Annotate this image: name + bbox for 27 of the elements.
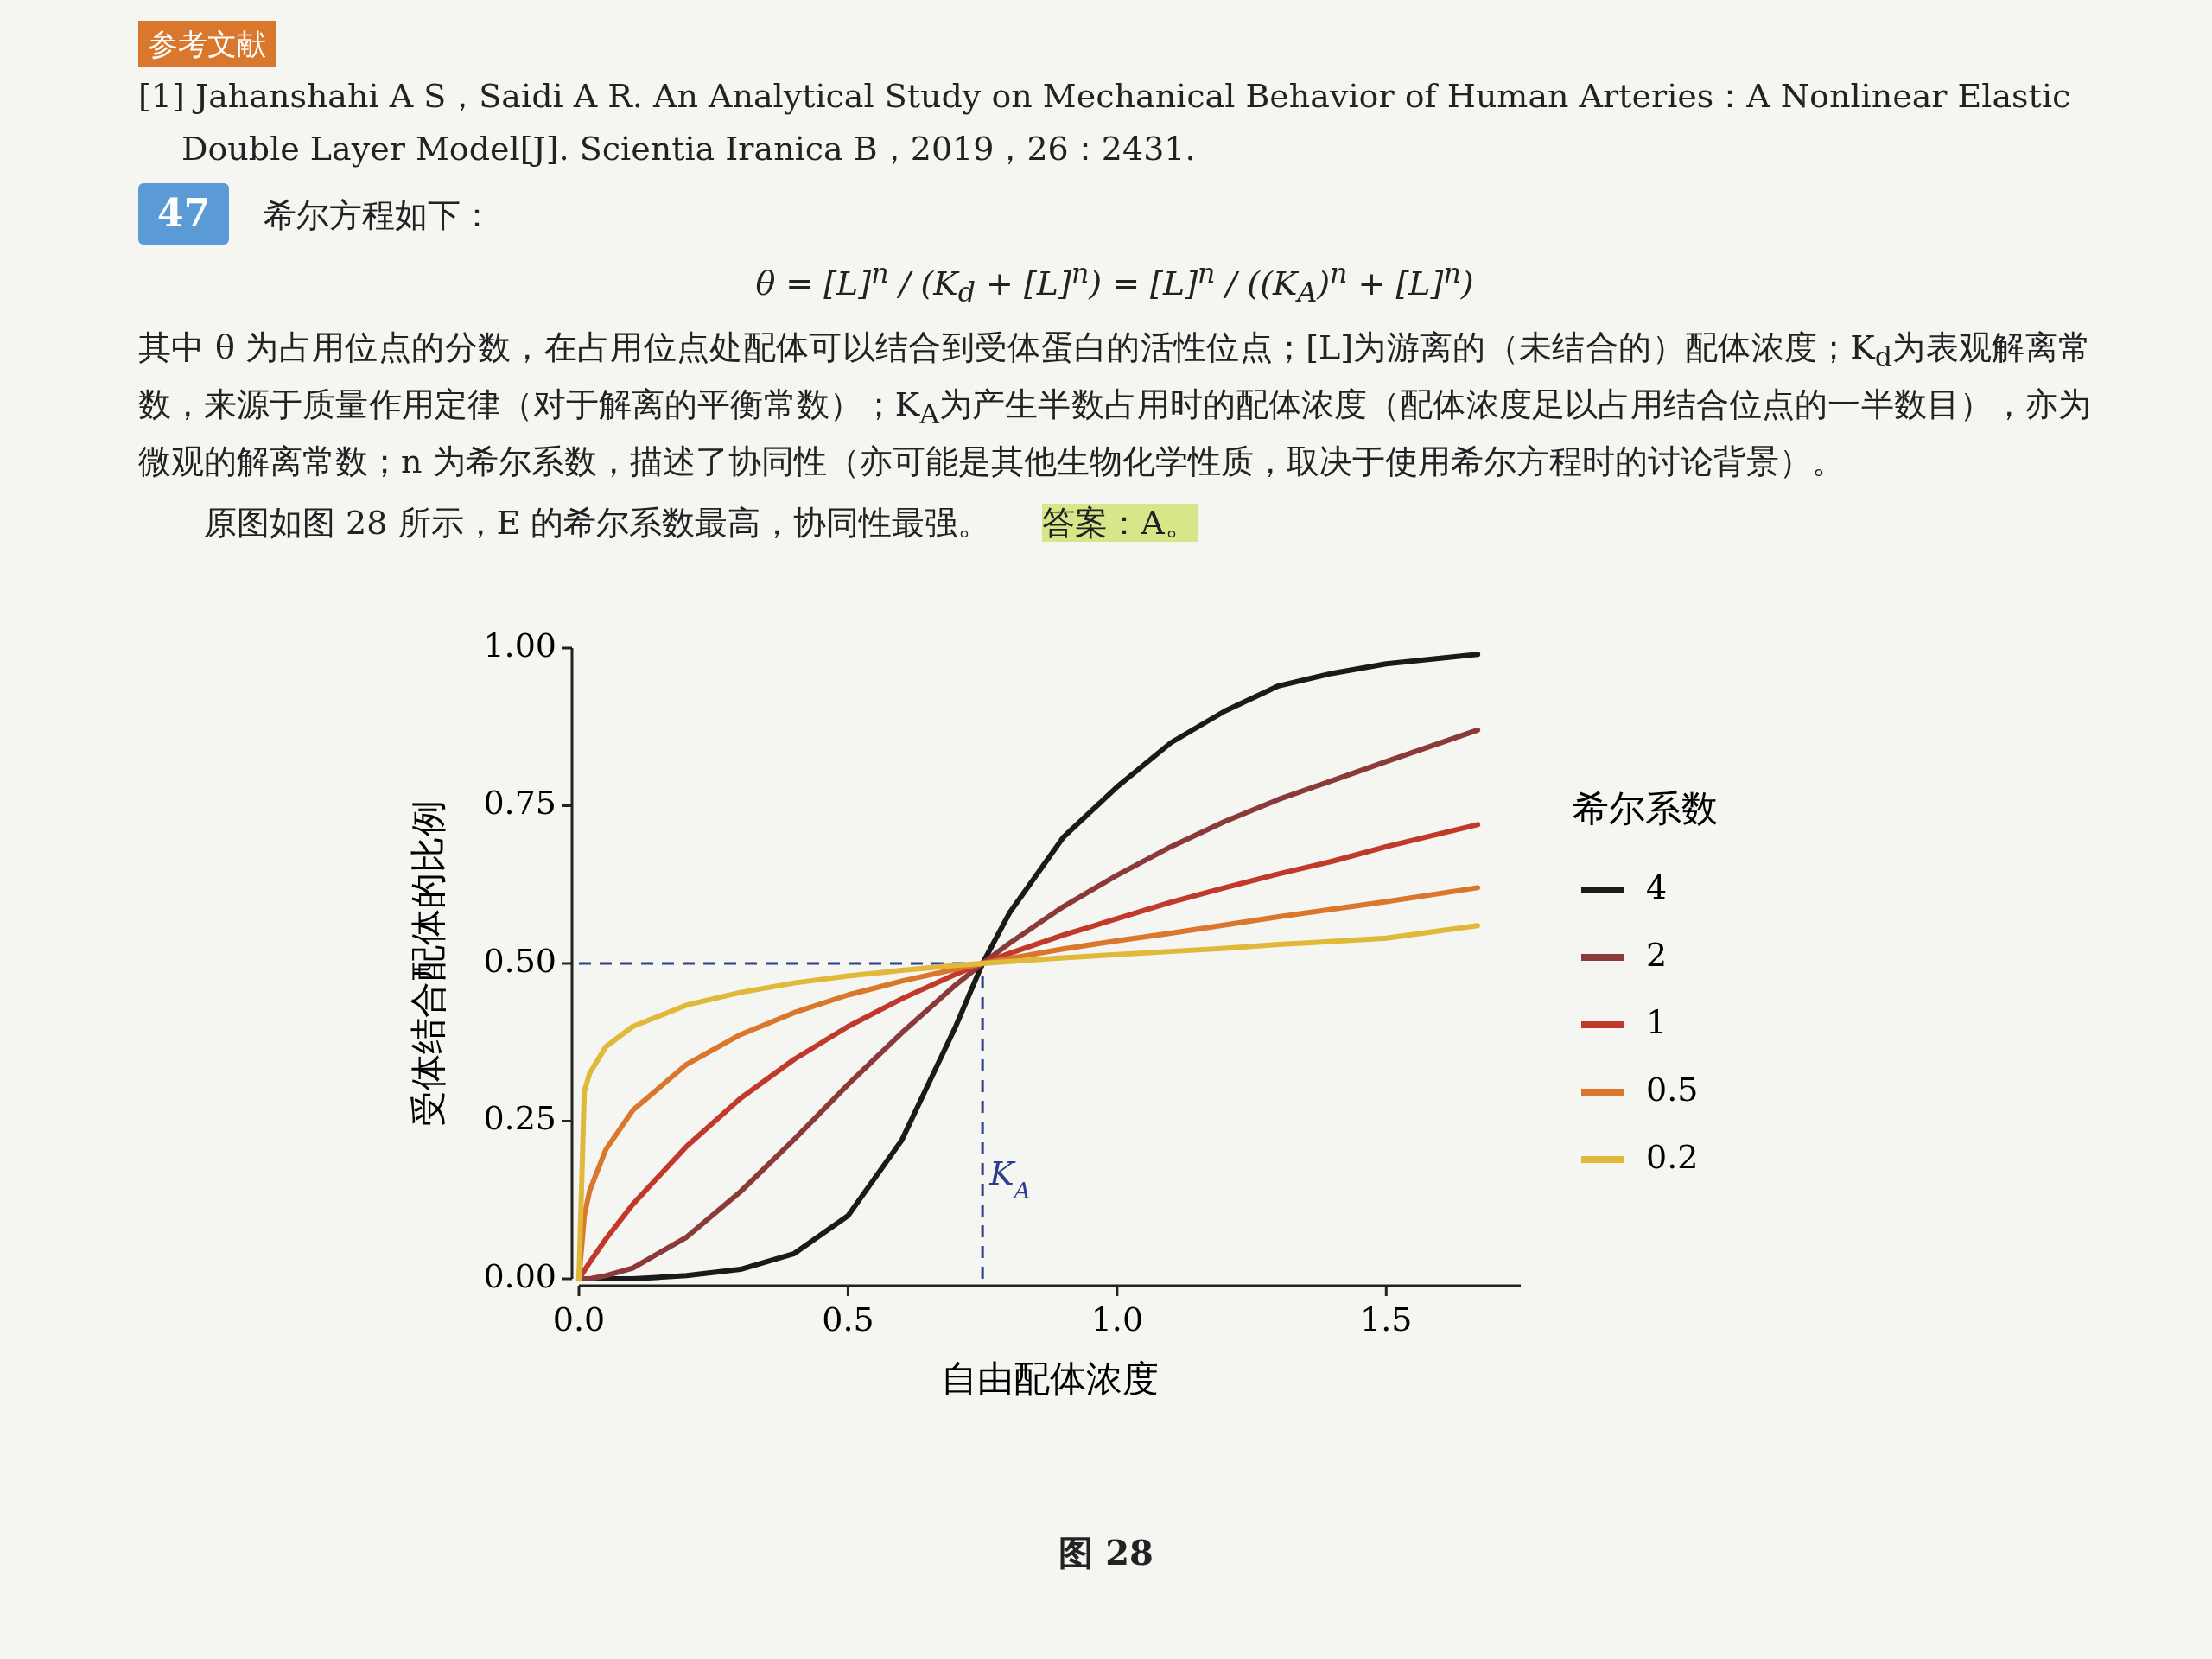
annotation: K$_{A}$	[988, 1154, 1031, 1203]
text: 希尔方程如下：	[264, 196, 494, 235]
caption: 图 28	[1058, 1531, 1154, 1574]
x-tick-label: 0.0	[552, 1300, 606, 1338]
legend-label: 4	[1646, 868, 1668, 906]
legend-label: 0.2	[1646, 1137, 1699, 1176]
y-tick-label: 0.75	[483, 784, 556, 822]
text: θ = [L]$^{n}$ / (K$_{d}$ + [L]$^{n}$) = [L]$^{n}$ / ((K$_{A}$)$^{n}$ + [L]$^{n}$)	[755, 257, 1474, 308]
text: 参考文献	[138, 21, 276, 68]
y-tick-label: 0.50	[483, 941, 556, 980]
y-tick-label: 0.25	[483, 1099, 556, 1137]
text: [1] Jahanshahi A S，Saidi A R. An Analytical Study on Mechanical Behavior of Human Arteries：A Nonlinear Elastic Double Layer Model[J]. Scientia Iranica B，2019，26：2431.	[138, 75, 2072, 169]
text: 其中 θ 为占用位点的分数，在占用位点处配体可以结合到受体蛋白的活性位点；[L]为游离的（未结合的）配体浓度；K$_{d}$为表观解离常数，来源于质量作用定律（对于解离的平衡常数）；K$_{A}$为产生半数占用时的配体浓度（配体浓度足以占用结合位点的一半数目），亦为微观的解离常数；n 为希尔系数，描述了协同性（亦可能是其他生物化学性质，取决于使用希尔方程时的讨论背景）。	[138, 327, 2092, 481]
y-tick-label: 1.00	[483, 626, 556, 664]
x-tick-label: 0.5	[822, 1300, 874, 1338]
text: 答案：A。	[1042, 504, 1198, 543]
y-tick-label: 0.00	[483, 1256, 556, 1295]
legend-label: 2	[1646, 935, 1668, 974]
y-axis-title: 受体结合配体的比例	[407, 800, 449, 1127]
x-tick-label: 1.5	[1360, 1300, 1413, 1338]
text: 47	[138, 183, 230, 245]
legend-title: 希尔系数	[1573, 787, 1718, 830]
x-tick-label: 1.0	[1090, 1300, 1144, 1338]
text: 原图如图 28 所示，E 的希尔系数最高，协同性最强。	[204, 504, 991, 543]
legend-label: 0.5	[1646, 1070, 1699, 1109]
legend-label: 1	[1646, 1002, 1668, 1041]
x-axis-title: 自由配体浓度	[941, 1357, 1159, 1400]
